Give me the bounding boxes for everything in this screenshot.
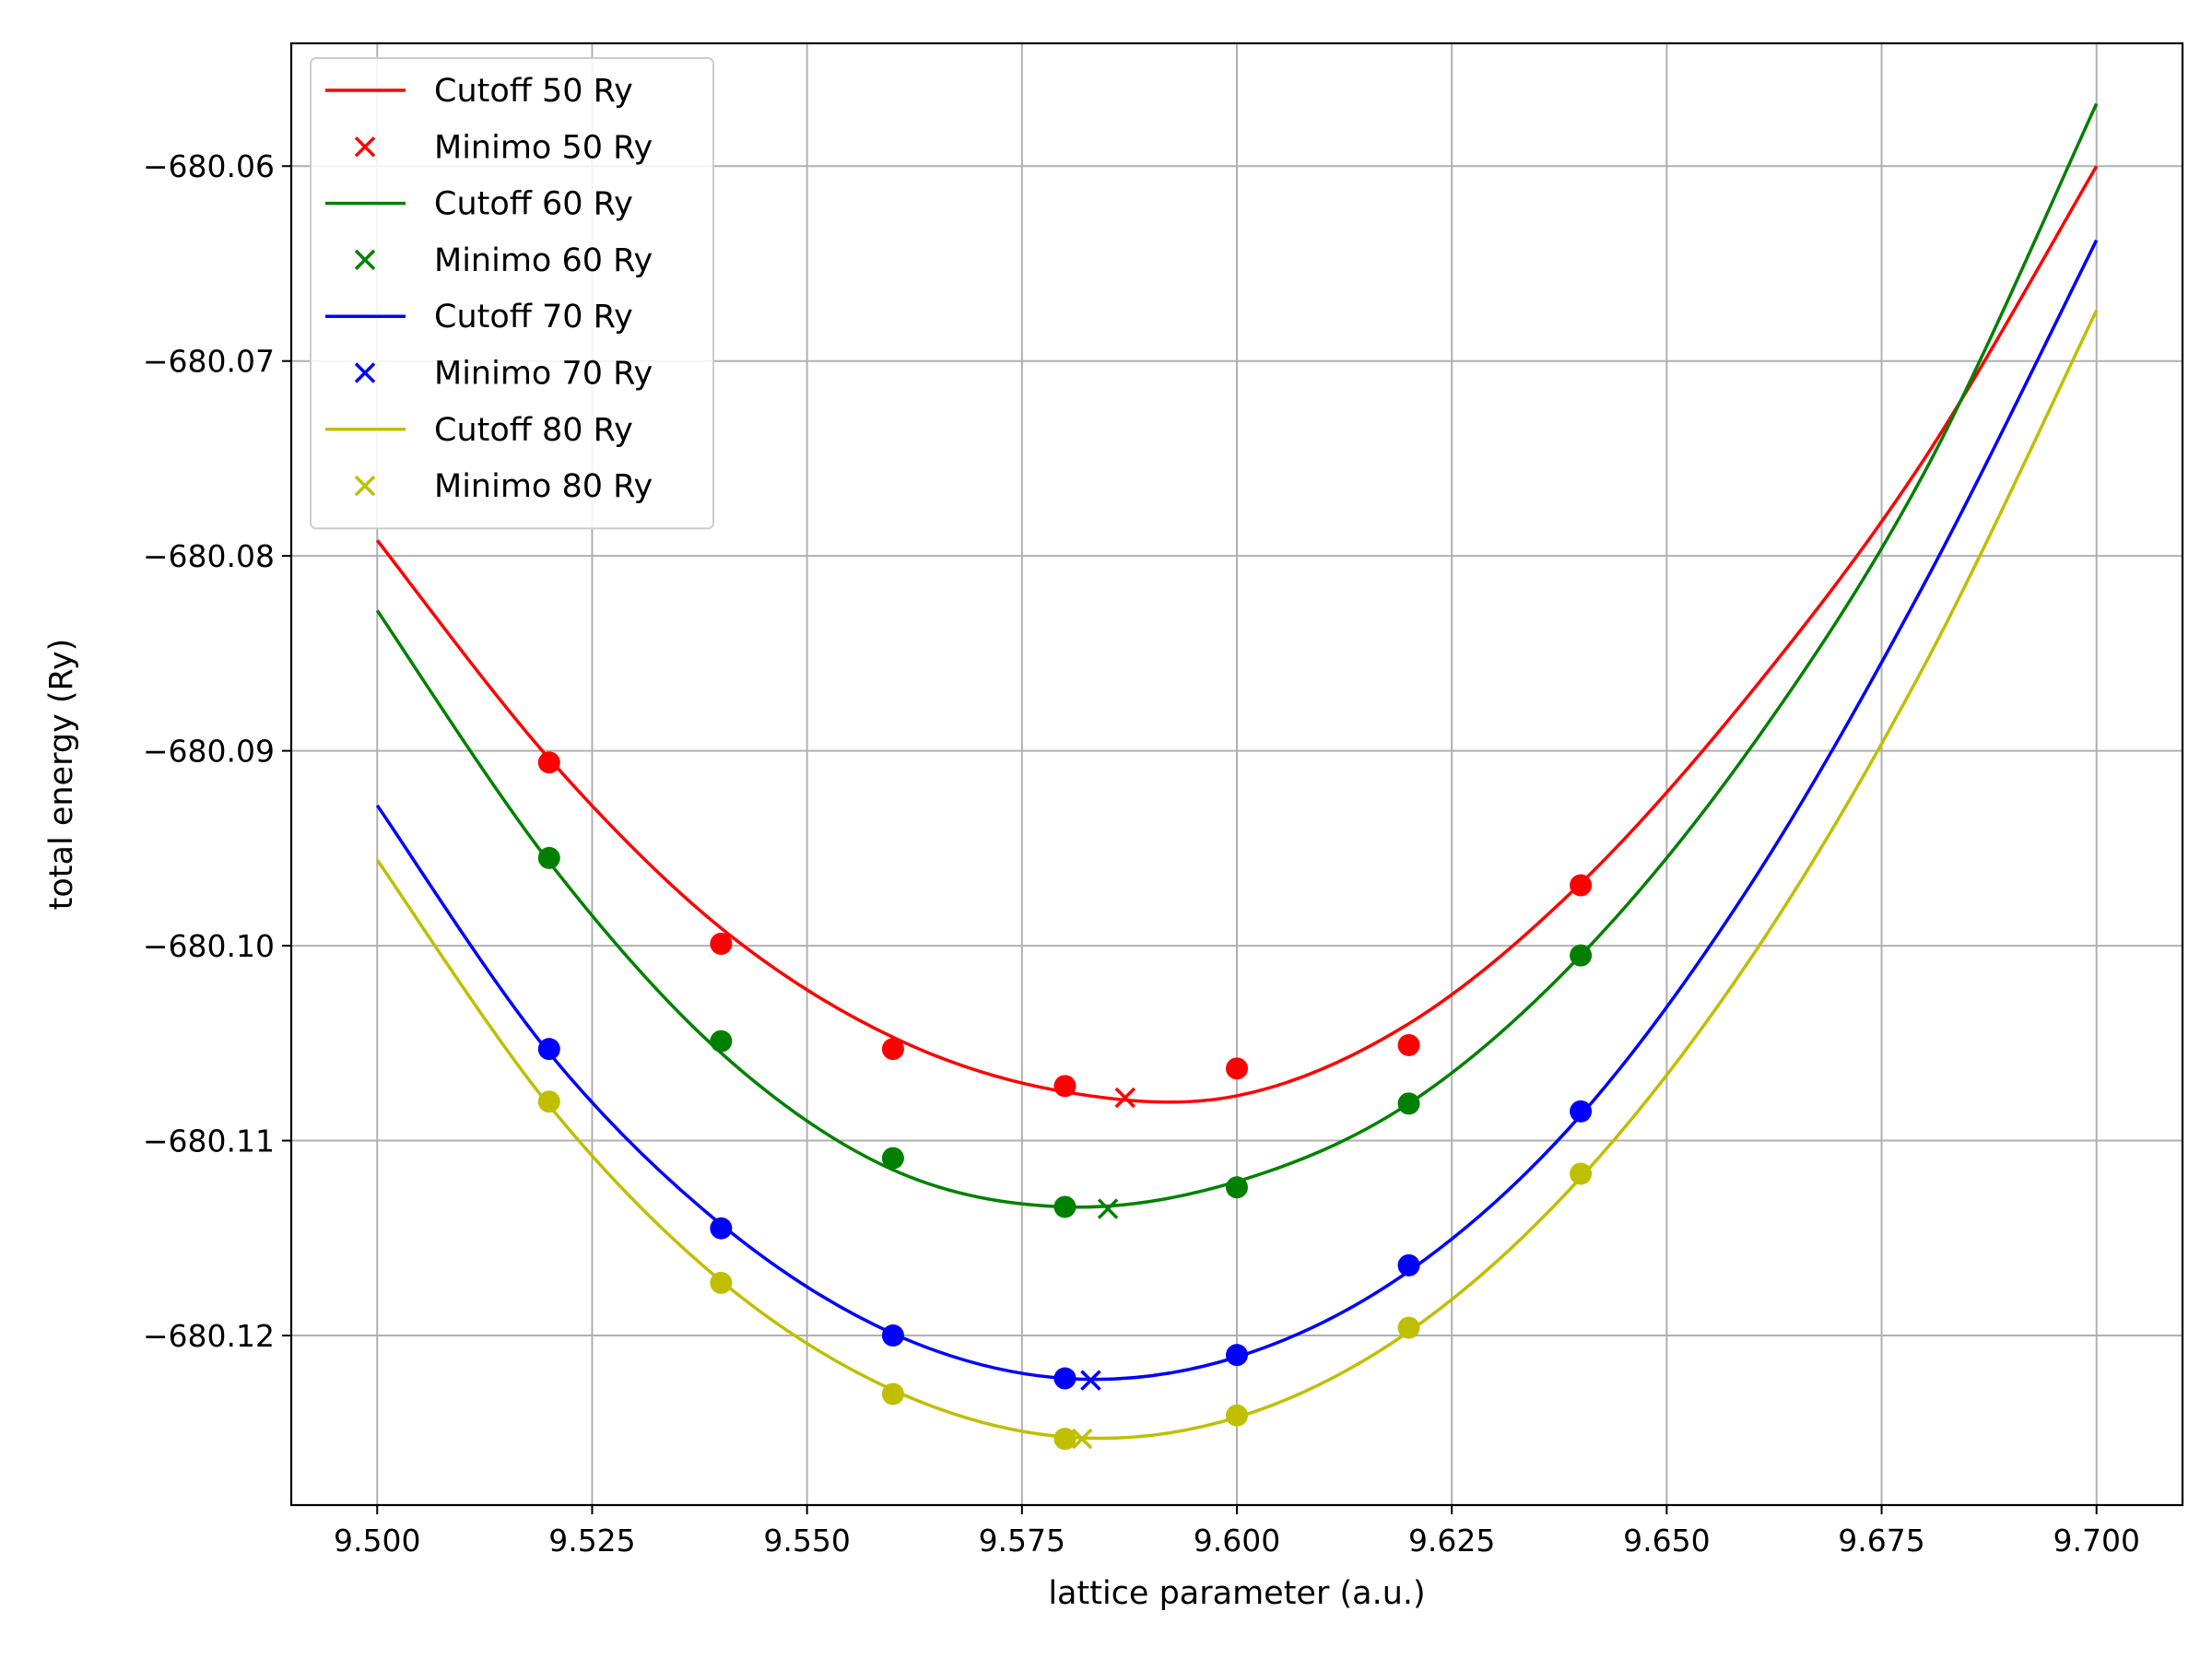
data-point (1226, 1404, 1248, 1427)
data-point (1226, 1057, 1248, 1080)
legend-label: Cutoff 70 Ry (434, 299, 633, 335)
legend-label: Minimo 60 Ry (434, 242, 653, 279)
minimum-marker (1080, 1370, 1101, 1391)
legend-label: Minimo 70 Ry (434, 356, 653, 393)
data-point (710, 1271, 733, 1294)
x-tick-label: 9.675 (1838, 1523, 1924, 1559)
data-point (537, 846, 560, 869)
legend-marker-swatch (354, 136, 376, 158)
legend-marker-swatch (354, 249, 376, 271)
data-point (1570, 874, 1593, 897)
y-tick-label: −680.08 (143, 538, 275, 574)
legend-marker-swatch (354, 475, 376, 497)
y-axis-ticks: −680.12 −680.11 −680.10 −680.09 −680.08 −680.… (143, 148, 291, 1354)
y-tick-label: −680.09 (143, 734, 275, 770)
x-axis-label: lattice parameter (a.u.) (1048, 1575, 1425, 1612)
data-point (1570, 1162, 1593, 1185)
data-point (537, 751, 560, 774)
data-point (1053, 1367, 1077, 1390)
data-point (1570, 1100, 1593, 1123)
fit-line (375, 309, 2099, 1441)
x-tick-label: 9.650 (1623, 1523, 1710, 1559)
data-point (881, 1038, 904, 1061)
data-points (537, 751, 1593, 1451)
data-point (1397, 1253, 1420, 1277)
data-point (537, 1038, 560, 1061)
legend-label: Minimo 50 Ry (434, 129, 653, 166)
x-tick-label: 9.700 (2053, 1523, 2139, 1559)
legend-box (310, 57, 714, 530)
y-tick-label: −680.10 (143, 928, 275, 964)
x-tick-label: 9.600 (1194, 1523, 1280, 1559)
legend-label: Cutoff 80 Ry (434, 412, 633, 449)
minimum-markers (1071, 1087, 1135, 1450)
data-point (1226, 1344, 1248, 1367)
data-point (1053, 1195, 1077, 1218)
data-point (710, 1030, 733, 1053)
legend: Cutoff 50 Ry Minimo 50 Ry Cutoff 60 Ry Mini… (310, 57, 714, 530)
fit-line (375, 102, 2099, 1209)
data-point (710, 932, 733, 955)
fit-line (375, 165, 2099, 1104)
x-tick-label: 9.550 (763, 1523, 850, 1559)
x-tick-label: 9.500 (334, 1523, 420, 1559)
data-point (1397, 1033, 1420, 1056)
y-tick-label: −680.06 (143, 148, 275, 184)
minimum-marker (1114, 1087, 1135, 1109)
grid (291, 43, 2183, 1505)
data-point (1570, 944, 1593, 967)
fit-line (375, 239, 2099, 1382)
y-tick-label: −680.07 (143, 344, 275, 380)
x-tick-label: 9.525 (548, 1523, 635, 1559)
minimum-marker (1097, 1198, 1119, 1219)
data-point (710, 1217, 733, 1240)
legend-label: Cutoff 60 Ry (434, 186, 633, 223)
legend-label: Minimo 80 Ry (434, 468, 653, 505)
x-tick-label: 9.575 (979, 1523, 1065, 1559)
data-point (1397, 1316, 1420, 1339)
y-tick-label: −680.11 (143, 1124, 275, 1159)
data-point (537, 1090, 560, 1113)
data-point (1053, 1428, 1077, 1451)
data-point (881, 1147, 904, 1170)
y-tick-label: −680.12 (143, 1318, 275, 1354)
data-point (1053, 1075, 1077, 1098)
legend-marker-swatch (354, 362, 376, 383)
data-point (881, 1382, 904, 1406)
data-point (881, 1324, 904, 1347)
minimum-marker (1071, 1428, 1093, 1450)
x-tick-label: 9.625 (1408, 1523, 1495, 1559)
y-axis-label: total energy (Ry) (43, 639, 80, 911)
fit-curves (375, 102, 2099, 1441)
legend-label: Cutoff 50 Ry (434, 73, 633, 110)
x-axis-ticks: 9.500 9.525 9.550 9.575 9.600 9.625 9.650 9.675… (334, 1505, 2140, 1559)
data-point (1226, 1176, 1248, 1199)
data-point (1397, 1092, 1420, 1115)
